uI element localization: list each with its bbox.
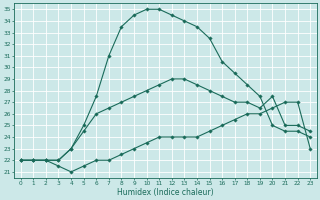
X-axis label: Humidex (Indice chaleur): Humidex (Indice chaleur) [117, 188, 214, 197]
